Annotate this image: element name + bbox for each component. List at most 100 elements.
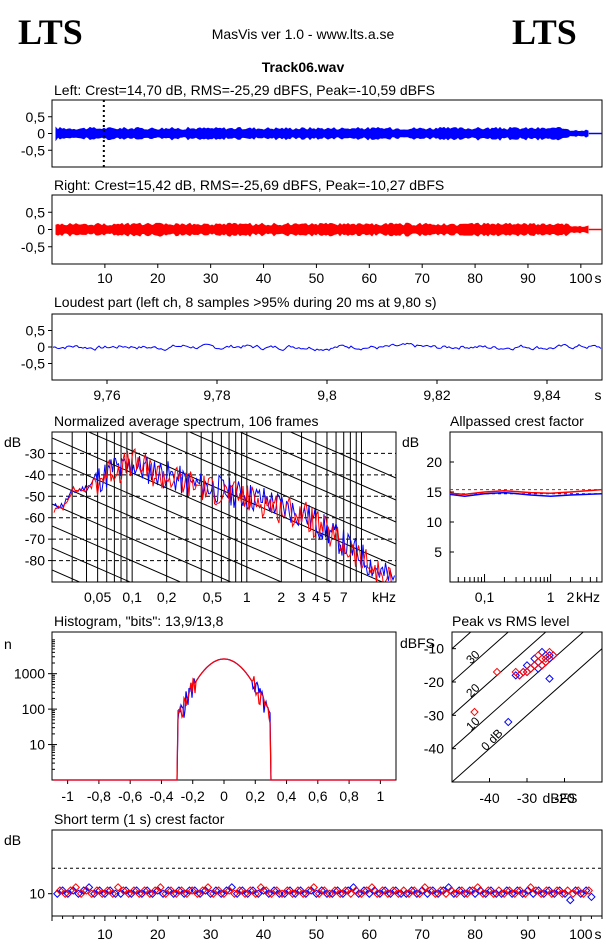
short-crest-point-1-13: [124, 889, 133, 898]
short-crest-point-0-38: [254, 889, 263, 898]
short-crest-point-1-6: [87, 889, 96, 898]
allpass-xtick-label-1: 1: [547, 589, 555, 605]
short-crest-point-1-98: [573, 886, 583, 895]
short-crest-point-0-42: [275, 889, 284, 898]
short-crest-point-1-95: [558, 889, 567, 898]
short-crest-point-0-92: [539, 889, 549, 898]
short-crest-point-1-18: [150, 886, 160, 895]
short-crest-point-1-54: [341, 886, 350, 895]
short-crest-point-1-68: [415, 889, 424, 898]
short-crest-point-1-29: [209, 889, 218, 898]
histogram-xtick-label-0: -1: [61, 788, 74, 804]
short-crest-point-0-23: [174, 886, 184, 895]
short-crest-point-0-15: [132, 886, 141, 895]
short-crest-point-1-4: [76, 889, 86, 898]
short-crest-point-0-100: [581, 886, 591, 895]
peak-rms-xtick-label-2: -20: [554, 790, 574, 806]
short-crest-point-1-26: [193, 889, 202, 898]
short-crest-point-1-86: [510, 889, 519, 898]
spectrum-title: Normalized average spectrum, 106 frames: [54, 413, 319, 429]
short-crest-point-1-65: [399, 886, 408, 895]
short-crest-point-0-85: [502, 886, 512, 895]
short-crest-point-1-45: [293, 886, 303, 895]
short-crest-point-1-47: [304, 886, 313, 895]
short-crest-point-1-35: [240, 889, 250, 898]
spectrum-xtick-label-5: 2: [277, 589, 285, 605]
spectrum-slope-9: [52, 525, 182, 582]
short-crest-point-0-9: [100, 889, 110, 898]
allpass-xtick-label-2: 2: [567, 589, 575, 605]
peak-rms-diagonal-label-1: 10: [463, 714, 483, 734]
short-crest-point-0-77: [460, 889, 469, 898]
short-crest-xtick-label-0: 10: [97, 926, 113, 942]
short-crest-point-0-30: [211, 886, 221, 895]
histogram-series-0: [53, 658, 395, 781]
short-crest-point-1-44: [288, 889, 297, 898]
short-crest-point-1-83: [494, 886, 504, 895]
short-crest-point-0-14: [127, 889, 136, 898]
peak-rms-point-1-8: [511, 667, 520, 677]
short-crest-point-0-83: [491, 889, 501, 898]
spectrum-slope-6: [52, 459, 334, 582]
left-channel-ytick-label-2: -0,5: [21, 142, 45, 158]
right-channel-xtick-label-1: 20: [150, 270, 166, 286]
short-crest-point-1-58: [362, 886, 371, 895]
short-crest-point-0-90: [529, 889, 538, 898]
short-crest-point-1-17: [145, 889, 155, 898]
short-crest-point-0-13: [121, 886, 131, 895]
short-crest-point-0-61: [375, 889, 385, 898]
short-crest-point-0-68: [412, 889, 422, 898]
spectrum-slope-1: [238, 432, 396, 501]
histogram-title: Histogram, "bits": 13,9/13,8: [54, 613, 224, 629]
short-crest-point-0-65: [396, 889, 406, 898]
short-crest-point-0-76: [454, 886, 464, 895]
spectrum-slope-8: [52, 503, 233, 582]
short-crest-point-0-53: [333, 886, 342, 895]
short-crest-point-1-48: [309, 883, 319, 892]
spectrum-ytick-label-4: -70: [25, 531, 45, 547]
short-crest-point-1-53: [335, 889, 345, 898]
histogram-series-1: [53, 658, 395, 781]
short-crest-point-1-20: [161, 889, 170, 898]
short-crest-point-0-2: [63, 889, 73, 898]
loudest-xtick-label-3: 9,82: [423, 387, 450, 403]
short-crest-xtick-label-5: 60: [362, 926, 378, 942]
allpass-title: Allpassed crest factor: [450, 413, 584, 429]
peak-rms-xlabel: dBFS: [542, 790, 577, 806]
peak-rms-ytick-label-0: -10: [424, 641, 444, 657]
short-crest-point-1-25: [187, 886, 197, 895]
short-crest-point-1-3: [71, 883, 81, 892]
short-crest-point-1-21: [166, 886, 176, 895]
short-crest-point-0-63: [386, 889, 395, 898]
short-crest-point-1-15: [135, 889, 144, 898]
short-crest-point-1-32: [224, 886, 234, 895]
short-crest-xtick-label-1: 20: [150, 926, 166, 942]
histogram-xtick-label-3: -0,4: [149, 788, 173, 804]
short-crest-point-0-7: [90, 889, 99, 898]
spectrum-xtick-label-1: 0,1: [122, 589, 142, 605]
right-channel-ytick-label-0: 0,5: [26, 204, 46, 220]
short-crest-point-1-31: [219, 889, 229, 898]
short-crest-point-0-21: [164, 886, 173, 895]
peak-rms-point-0-5: [526, 664, 535, 673]
histogram-xtick-label-4: -0,2: [181, 788, 205, 804]
peak-rms-xtick-label-1: -30: [517, 790, 537, 806]
short-crest-xtick-label-9: 100: [569, 926, 593, 942]
peak-rms-diagonal-label-3: 30: [463, 647, 483, 667]
short-crest-point-0-70: [423, 889, 432, 898]
short-crest-point-0-40: [264, 889, 274, 898]
spectrum-xtick-label-9: 7: [340, 589, 348, 605]
short-crest-point-1-74: [447, 886, 456, 895]
short-crest-point-0-81: [481, 889, 490, 898]
spectrum-ytick-label-2: -50: [25, 488, 45, 504]
peak-rms-diagonal-1: [452, 632, 585, 750]
short-crest-point-0-94: [550, 889, 559, 898]
right-channel-xtick-label-0: 10: [97, 270, 113, 286]
short-crest-point-1-75: [452, 889, 461, 898]
short-crest-point-1-100: [584, 886, 594, 895]
short-crest-point-1-10: [108, 889, 118, 898]
allpass-ylabel: dB: [402, 434, 419, 450]
spectrum-slope-10: [52, 547, 132, 582]
short-crest-point-0-101: [587, 892, 596, 902]
